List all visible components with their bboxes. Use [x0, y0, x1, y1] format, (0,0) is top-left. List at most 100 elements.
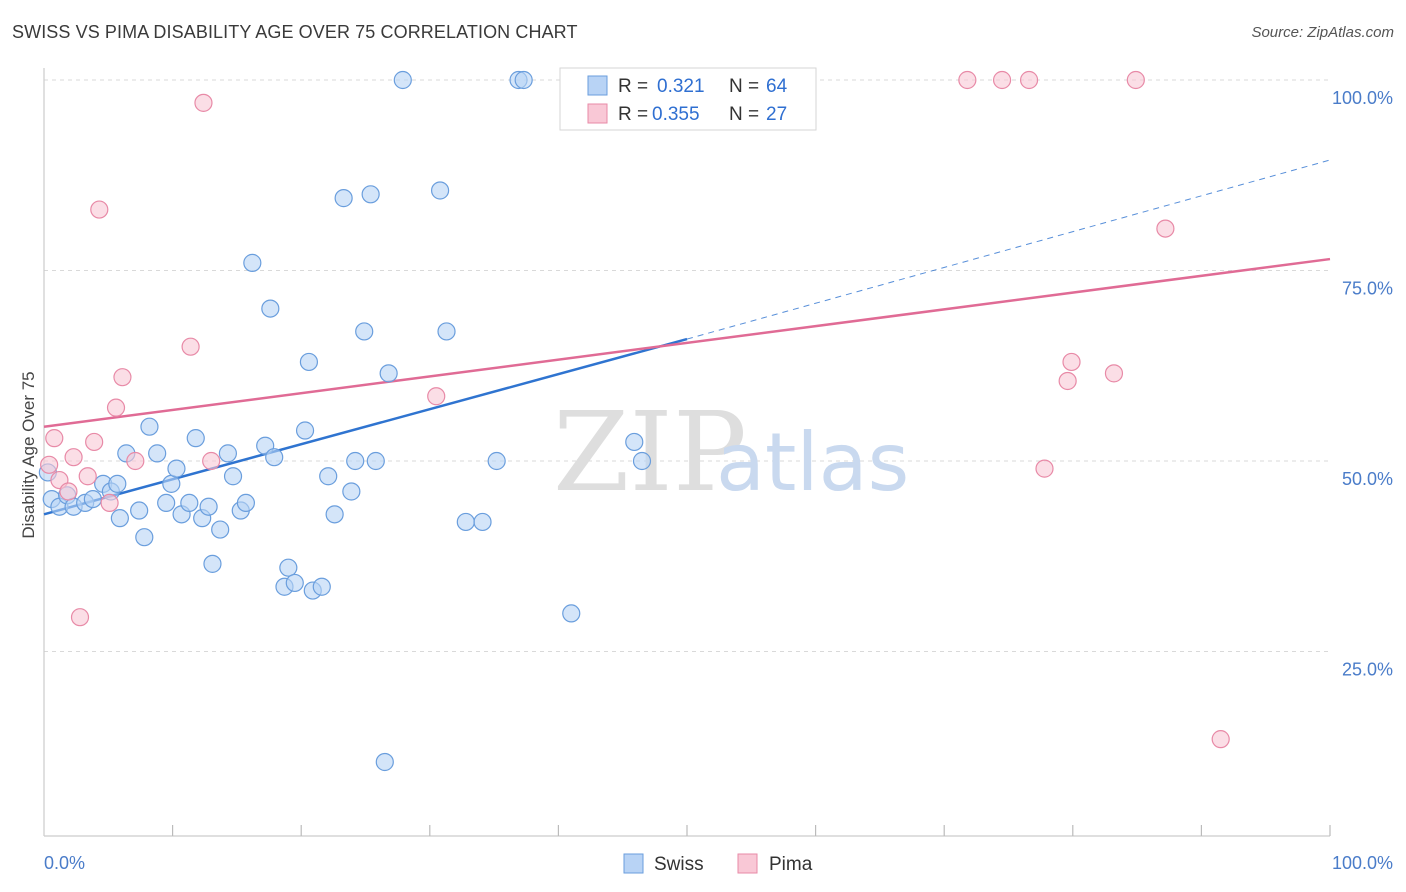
swiss-point	[130, 501, 149, 520]
legend-box: R = 0.321 N = 64 R = 0.355 N = 27	[559, 67, 817, 131]
trend-lines	[43, 159, 1331, 516]
swiss-point	[366, 451, 385, 471]
pima-point	[59, 482, 78, 501]
swiss-point	[157, 493, 176, 513]
pima-point	[427, 387, 446, 406]
swiss-point	[295, 421, 315, 440]
swiss-point	[167, 459, 186, 478]
swiss-trend-extension	[686, 159, 1331, 340]
chart-title: SWISS VS PIMA DISABILITY AGE OVER 75 COR…	[12, 22, 578, 42]
swiss-point	[162, 474, 181, 493]
swiss-point	[108, 474, 127, 493]
pima-point	[1104, 364, 1124, 383]
legend-r-value-pima: 0.355	[652, 104, 700, 125]
swiss-point	[236, 493, 256, 513]
swiss-point	[346, 451, 365, 471]
swiss-point	[325, 505, 344, 524]
swiss-point	[218, 444, 237, 463]
swiss-point	[180, 493, 199, 513]
swiss-point	[223, 467, 243, 486]
bottom-legend-swatch-pima	[737, 853, 758, 874]
swiss-point	[299, 352, 319, 372]
bottom-legend-label-swiss: Swiss	[654, 854, 704, 875]
swiss-point	[379, 364, 398, 383]
swiss-point	[375, 752, 394, 772]
swiss-point	[83, 490, 102, 509]
pima-point	[90, 200, 109, 219]
pima-point	[202, 451, 221, 471]
pima-point	[64, 448, 83, 467]
y-tick-labels: 25.0% 50.0% 75.0% 100.0%	[1332, 88, 1393, 680]
swiss-point	[393, 70, 412, 90]
swiss-point	[312, 577, 331, 596]
swiss-point	[110, 509, 129, 528]
swiss-trend-line	[43, 337, 688, 516]
data-points	[38, 70, 1230, 772]
pima-point	[70, 608, 90, 627]
pima-point	[40, 455, 59, 474]
swiss-point	[285, 573, 304, 593]
grid-lines	[44, 79, 1330, 652]
y-axis-label: Disability Age Over 75	[19, 371, 38, 538]
x-tick-label-min: 0.0%	[44, 853, 85, 873]
swiss-point	[279, 558, 298, 577]
watermark-atlas: atlas	[716, 416, 909, 509]
swiss-point	[265, 448, 284, 467]
pima-point	[1156, 219, 1175, 238]
swiss-point	[211, 520, 230, 539]
swiss-point	[632, 451, 652, 471]
pima-point	[106, 398, 126, 417]
swiss-point	[334, 189, 353, 208]
legend-r-label-pima: R =	[618, 104, 648, 125]
swiss-point	[487, 451, 506, 471]
y-tick-label: 25.0%	[1342, 660, 1393, 680]
swiss-point	[342, 482, 361, 501]
swiss-point	[355, 322, 374, 341]
pima-point	[194, 93, 213, 112]
pima-point	[78, 467, 97, 486]
swiss-point	[625, 432, 644, 452]
legend-n-label-pima: N =	[729, 104, 759, 125]
watermark-zip: ZIP	[553, 388, 747, 516]
pima-point	[1019, 70, 1039, 90]
watermark: ZIP atlas	[553, 388, 909, 516]
legend-r-value-swiss: 0.321	[657, 76, 705, 97]
swiss-point	[361, 185, 380, 204]
swiss-point	[140, 417, 159, 436]
pima-point	[126, 451, 145, 471]
swiss-point	[562, 604, 581, 623]
y-tick-label: 75.0%	[1342, 279, 1393, 299]
legend-n-value-pima: 27	[766, 104, 787, 125]
swiss-point	[319, 467, 338, 486]
swiss-point	[186, 429, 205, 448]
swiss-point	[456, 512, 475, 532]
pima-point	[1035, 459, 1054, 478]
pima-point	[85, 432, 104, 452]
x-tick-label-max: 100.0%	[1332, 853, 1393, 873]
pima-point	[113, 368, 132, 387]
bottom-legend-swatch-swiss	[623, 853, 644, 874]
swiss-point	[437, 322, 456, 341]
pima-point	[1058, 371, 1077, 391]
pima-point	[992, 70, 1012, 90]
swiss-point	[430, 181, 450, 200]
pima-point	[181, 337, 200, 356]
swiss-point	[514, 70, 533, 90]
pima-point	[958, 70, 977, 90]
pima-point	[45, 429, 64, 448]
swiss-point	[199, 497, 218, 516]
swiss-point	[135, 528, 154, 547]
swiss-point	[243, 253, 262, 272]
legend-n-value-swiss: 64	[766, 76, 788, 97]
legend-r-label-swiss: R =	[618, 76, 648, 97]
pima-point	[1126, 70, 1145, 90]
y-tick-label: 100.0%	[1332, 88, 1393, 108]
swiss-point	[203, 554, 222, 573]
pima-point	[100, 493, 119, 513]
bottom-legend: Swiss Pima	[623, 853, 813, 875]
y-tick-label: 50.0%	[1342, 469, 1393, 489]
swiss-point	[261, 299, 280, 318]
pima-point	[1211, 730, 1230, 749]
swiss-point	[473, 512, 492, 532]
